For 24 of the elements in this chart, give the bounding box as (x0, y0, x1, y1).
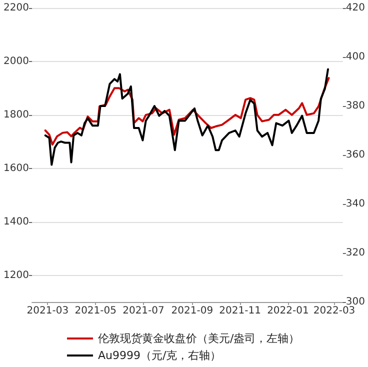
legend-label: 伦敦现货黄金收盘价（美元/盎司，左轴） (98, 332, 300, 345)
x-tick-label: 2021-07 (122, 306, 164, 316)
x-tick-label: 2022-01 (267, 306, 309, 316)
y-tick-label: 2200 (4, 2, 29, 14)
y-tick-label: 1400 (4, 216, 29, 228)
y2-tick-label: 420 (346, 2, 366, 14)
x-tick-label: 2021-09 (171, 306, 214, 316)
y-tick-label: 1800 (4, 109, 29, 120)
y2-tick-label: 300 (346, 296, 366, 308)
y2-tick-label: 360 (346, 150, 366, 160)
line-series (44, 77, 330, 146)
y2-tick-label: 320 (346, 248, 366, 258)
x-tick-label: 2021-11 (219, 306, 261, 316)
y2-tick-label: 340 (346, 198, 366, 210)
y-tick-label: 1200 (4, 270, 29, 281)
x-tick-label: 2022-03 (313, 306, 356, 316)
x-tick-label: 2021-03 (26, 306, 69, 316)
y-tick-label: 2000 (4, 56, 29, 67)
legend-label: Au9999（元/克，右轴） (98, 349, 222, 362)
y-tick-label: 1600 (4, 162, 29, 174)
y2-tick-label: 380 (346, 100, 366, 112)
x-tick-label: 2021-05 (74, 306, 116, 316)
line-series (44, 68, 329, 166)
y2-tick-label: 400 (346, 52, 366, 62)
